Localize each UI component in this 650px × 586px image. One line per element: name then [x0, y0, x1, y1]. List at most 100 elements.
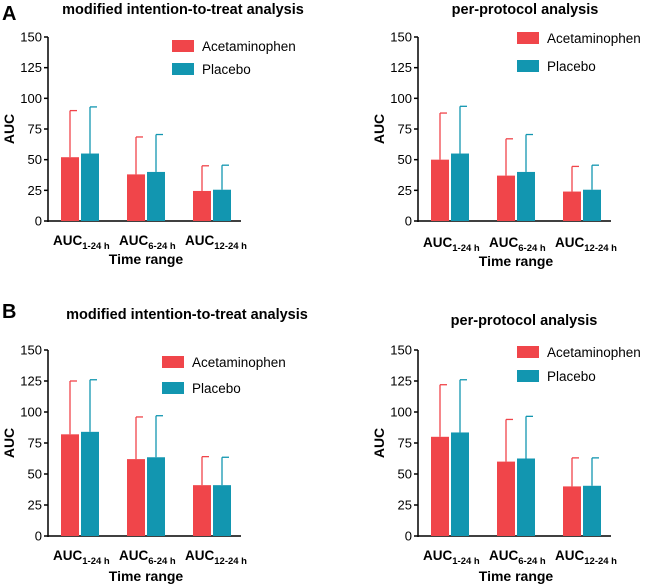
y-tick-label: 100 — [390, 405, 412, 420]
panel-letter-b: B — [2, 301, 16, 323]
bar-placebo-1 — [451, 432, 469, 536]
bar-acetaminophen-3 — [563, 191, 581, 221]
bar-placebo-1 — [81, 153, 99, 221]
bar-placebo-3 — [213, 189, 231, 221]
bar-acetaminophen-2 — [127, 174, 145, 221]
y-axis-label: AUC — [1, 114, 17, 144]
legend-label-placebo: Placebo — [547, 59, 596, 74]
y-tick-label: 0 — [35, 214, 42, 229]
bar-acetaminophen-1 — [61, 434, 79, 536]
y-tick-label: 125 — [390, 374, 412, 389]
legend-swatch-placebo — [517, 60, 539, 72]
x-axis-label: Time range — [479, 253, 554, 269]
x-category-label: AUC6-24 h — [489, 548, 546, 567]
bar-acetaminophen-2 — [497, 175, 515, 221]
x-category-label: AUC12-24 h — [555, 548, 617, 567]
y-axis-label: AUC — [371, 428, 387, 458]
x-category-label: AUC6-24 h — [119, 233, 176, 252]
x-axis-label: Time range — [109, 251, 184, 267]
bar-acetaminophen-3 — [563, 486, 581, 536]
y-tick-label: 50 — [28, 467, 42, 482]
bar-acetaminophen-3 — [193, 190, 211, 221]
legend-swatch-placebo — [162, 382, 184, 394]
chart-title: per-protocol analysis — [452, 2, 599, 18]
x-category-label: AUC1-24 h — [423, 548, 480, 567]
x-category-label: AUC6-24 h — [489, 235, 546, 254]
y-axis-label: AUC — [1, 428, 17, 458]
chart-title: modified intention-to-treat analysis — [62, 2, 304, 18]
bar-placebo-2 — [147, 457, 165, 536]
y-tick-label: 150 — [390, 30, 412, 45]
legend-label-placebo: Placebo — [547, 369, 596, 384]
chart-title: modified intention-to-treat analysis — [66, 307, 308, 323]
legend-swatch-placebo — [172, 63, 194, 75]
bar-placebo-2 — [147, 171, 165, 221]
y-tick-label: 100 — [20, 91, 42, 106]
legend-label-acetaminophen: Acetaminophen — [202, 39, 296, 54]
x-axis-label: Time range — [479, 568, 554, 584]
legend-label-acetaminophen: Acetaminophen — [547, 31, 641, 46]
y-tick-label: 50 — [398, 152, 412, 167]
charts: modified intention-to-treat analysis 0 25 5… — [1, 2, 641, 584]
x-category-label: AUC1-24 h — [423, 235, 480, 254]
panel-letter-a: A — [2, 3, 16, 25]
legend-swatch-acetaminophen — [162, 356, 184, 368]
y-tick-label: 75 — [28, 436, 42, 451]
bar-placebo-1 — [81, 431, 99, 536]
bar-placebo-3 — [583, 485, 601, 536]
y-tick-label: 25 — [398, 183, 412, 198]
y-tick-label: 150 — [20, 343, 42, 358]
bar-acetaminophen-1 — [431, 436, 449, 536]
y-tick-label: 100 — [390, 91, 412, 106]
chart-1: modified intention-to-treat analysis 0 25 5… — [1, 2, 304, 267]
x-category-label: AUC12-24 h — [185, 548, 247, 567]
y-axis-label: AUC — [371, 114, 387, 144]
y-tick-label: 100 — [20, 405, 42, 420]
chart-3: modified intention-to-treat analysis 0 25 5… — [1, 307, 308, 584]
x-category-label: AUC12-24 h — [555, 235, 617, 254]
y-tick-label: 125 — [20, 60, 42, 75]
y-tick-label: 75 — [398, 122, 412, 137]
bar-placebo-2 — [517, 171, 535, 221]
x-category-label: AUC1-24 h — [53, 548, 110, 567]
legend-label-acetaminophen: Acetaminophen — [192, 355, 286, 370]
y-tick-label: 25 — [398, 498, 412, 513]
y-tick-label: 125 — [20, 374, 42, 389]
legend-label-acetaminophen: Acetaminophen — [547, 345, 641, 360]
x-category-label: AUC6-24 h — [119, 548, 176, 567]
legend-label-placebo: Placebo — [192, 381, 241, 396]
y-tick-label: 0 — [405, 529, 412, 544]
legend-label-placebo: Placebo — [202, 62, 251, 77]
bar-acetaminophen-1 — [61, 157, 79, 221]
y-tick-label: 0 — [35, 529, 42, 544]
legend-swatch-acetaminophen — [172, 40, 194, 52]
bar-placebo-3 — [583, 189, 601, 221]
bar-placebo-3 — [213, 485, 231, 536]
y-tick-label: 50 — [28, 152, 42, 167]
bar-placebo-2 — [517, 458, 535, 536]
x-category-label: AUC12-24 h — [185, 233, 247, 252]
bar-acetaminophen-2 — [127, 459, 145, 536]
chart-4: per-protocol analysis 0 25 50 75 100 125 150 AUC… — [371, 313, 641, 584]
y-tick-label: 25 — [28, 498, 42, 513]
x-axis-label: Time range — [109, 568, 184, 584]
y-tick-label: 50 — [398, 467, 412, 482]
chart-2: per-protocol analysis 0 25 50 75 100 125 150 AUC… — [371, 2, 641, 269]
legend-swatch-placebo — [517, 370, 539, 382]
y-tick-label: 25 — [28, 183, 42, 198]
legend-swatch-acetaminophen — [517, 32, 539, 44]
legend-swatch-acetaminophen — [517, 346, 539, 358]
y-tick-label: 150 — [390, 343, 412, 358]
x-category-label: AUC1-24 h — [53, 233, 110, 252]
y-tick-label: 75 — [28, 122, 42, 137]
chart-title: per-protocol analysis — [451, 313, 598, 329]
bar-acetaminophen-1 — [431, 159, 449, 221]
bar-acetaminophen-2 — [497, 461, 515, 536]
y-tick-label: 0 — [405, 214, 412, 229]
y-tick-label: 150 — [20, 30, 42, 45]
y-tick-label: 125 — [390, 60, 412, 75]
y-tick-label: 75 — [398, 436, 412, 451]
bar-placebo-1 — [451, 153, 469, 221]
bar-acetaminophen-3 — [193, 485, 211, 536]
